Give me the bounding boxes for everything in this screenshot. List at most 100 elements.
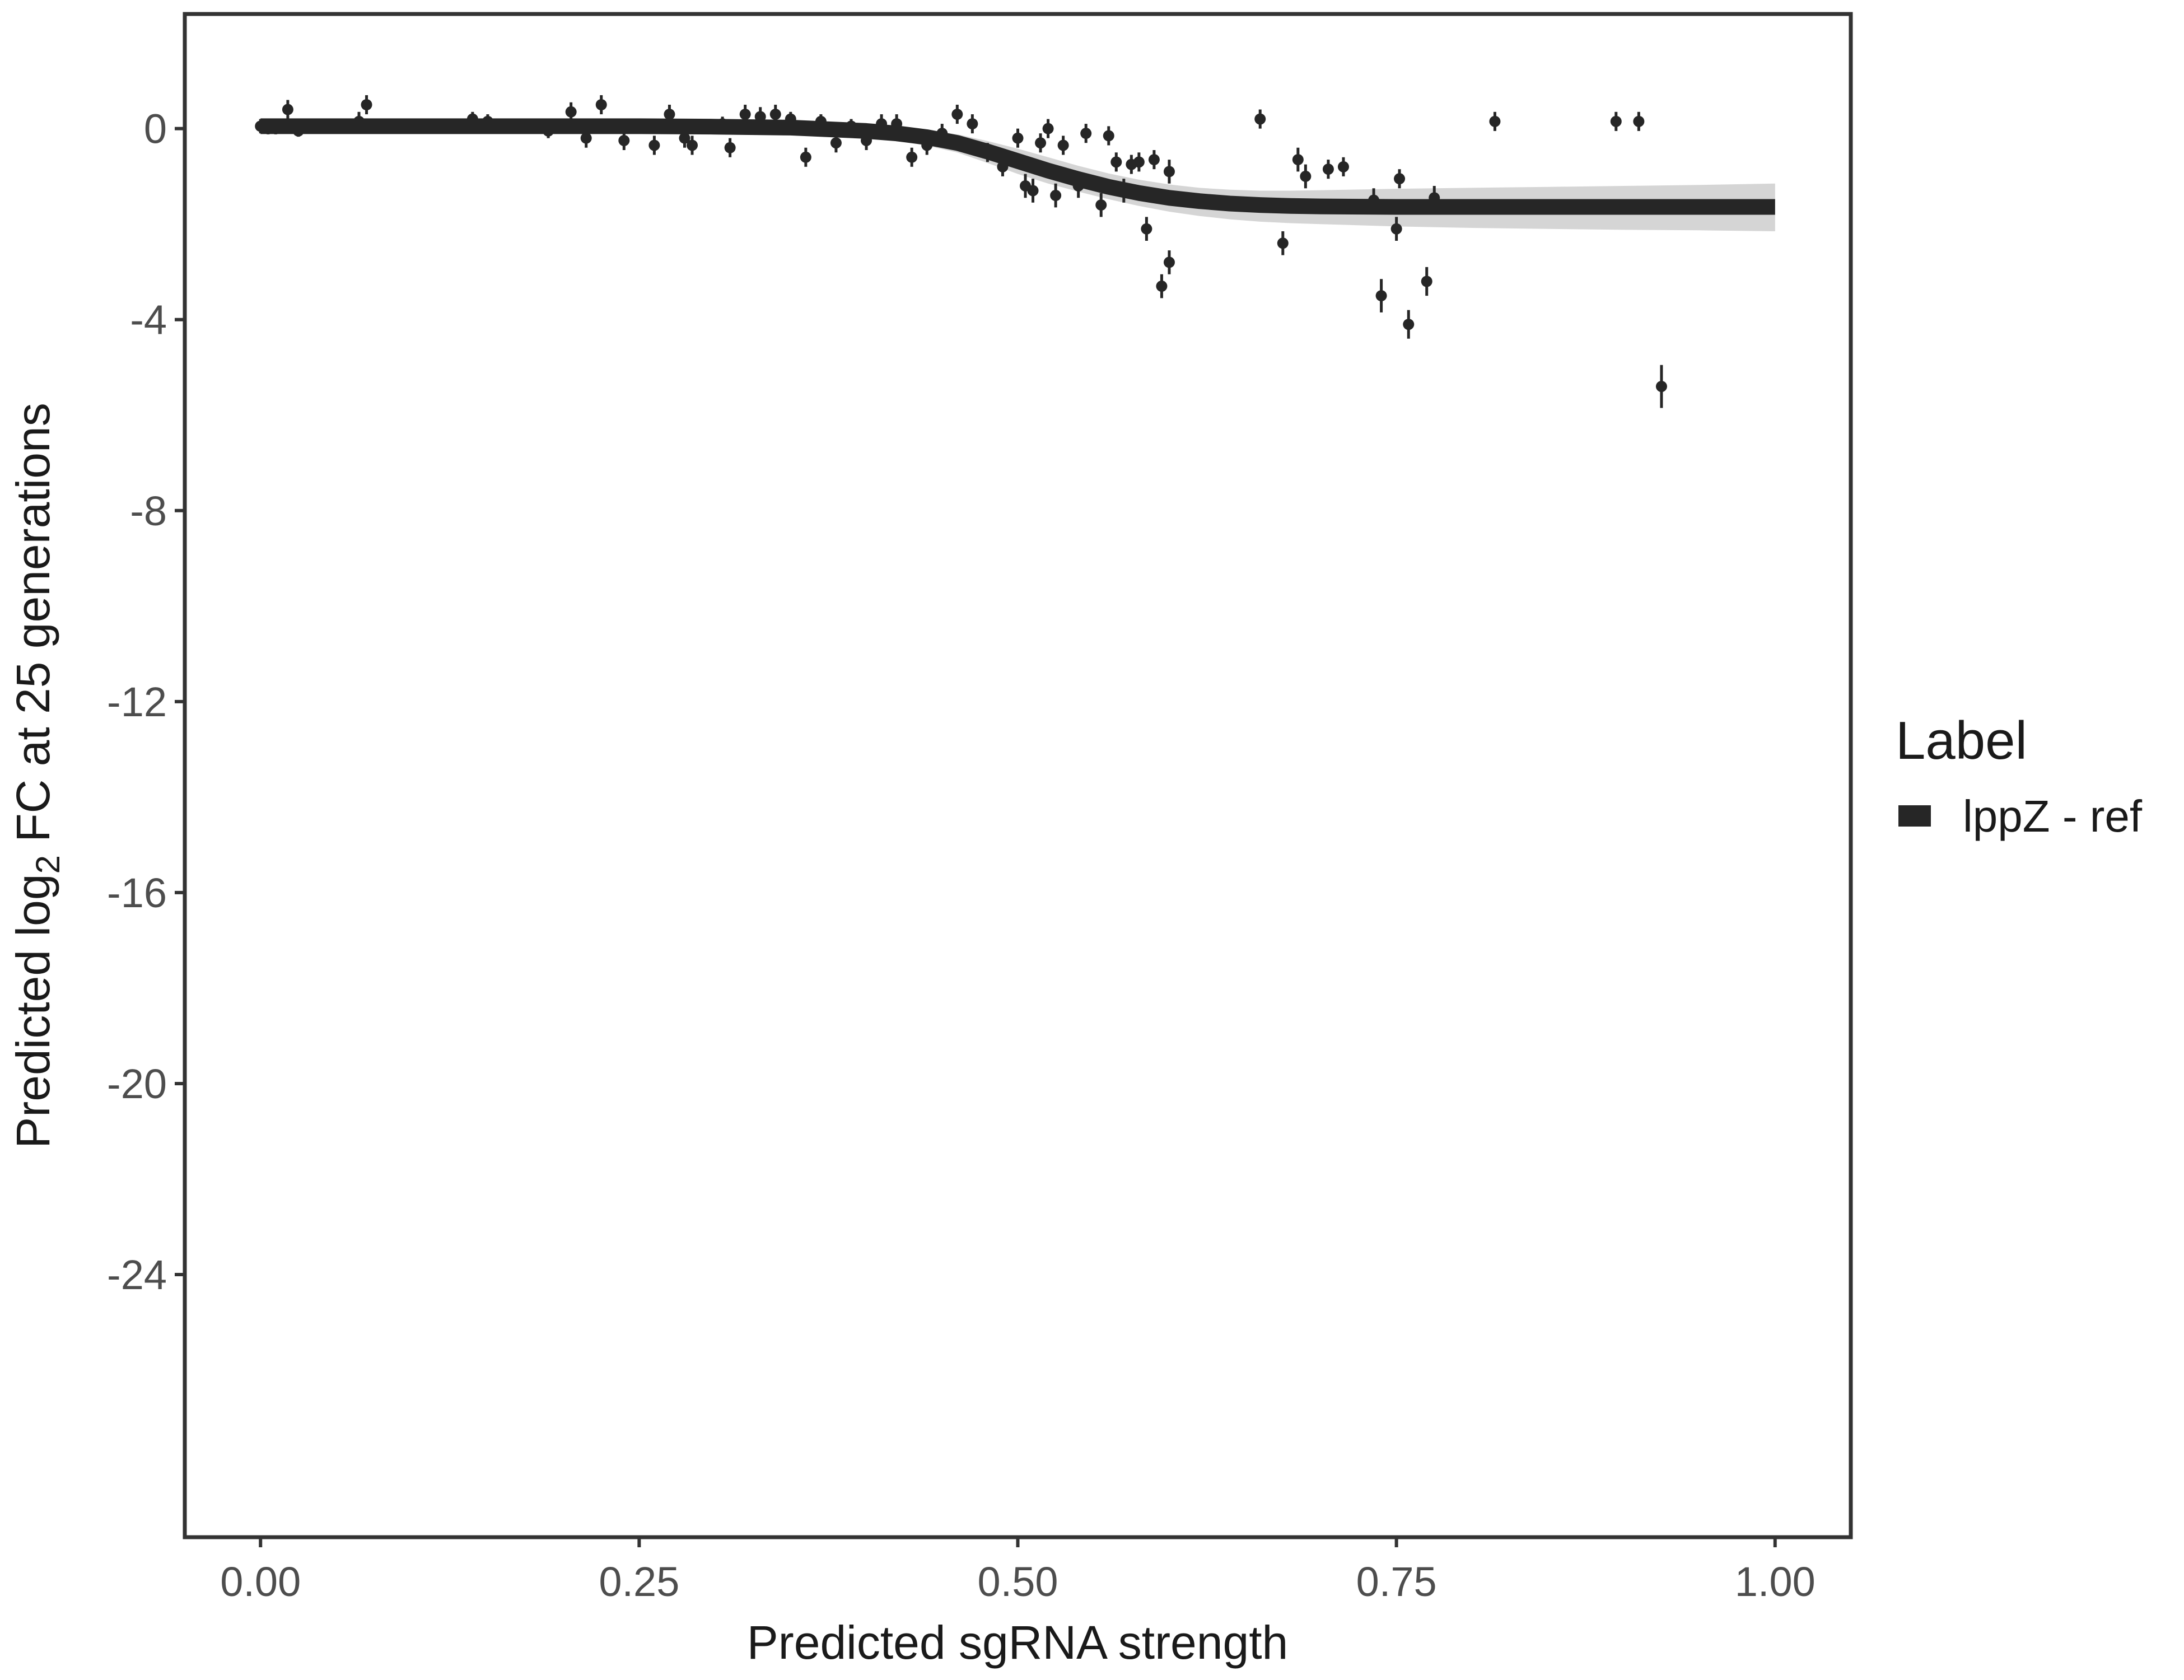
data-point: [466, 111, 478, 127]
data-point: [921, 136, 933, 155]
plot-panel: [183, 12, 1853, 1539]
data-point: [1156, 274, 1168, 298]
data-point: [1292, 147, 1304, 172]
data-point: [1080, 124, 1092, 143]
x-axis: 0.00 0.25 0.50 0.75 1.00: [220, 1537, 1816, 1605]
point-marker: [1277, 237, 1289, 249]
point-marker: [754, 111, 766, 123]
point-marker: [1394, 173, 1406, 185]
point-marker: [361, 99, 372, 111]
point-marker: [618, 134, 630, 146]
data-point: [1300, 164, 1312, 189]
point-marker: [1027, 185, 1039, 197]
x-tick-label: 0.75: [1356, 1558, 1437, 1605]
data-point: [1103, 126, 1114, 146]
data-point: [1337, 157, 1349, 176]
point-marker: [982, 147, 993, 158]
point-marker: [1163, 256, 1175, 268]
data-point: [717, 116, 729, 131]
y-axis-title-prefix: Predicted: [7, 937, 59, 1149]
point-marker: [951, 109, 963, 120]
point-marker: [1148, 154, 1160, 166]
data-point: [1057, 136, 1069, 155]
y-tick-label: -16: [107, 870, 167, 916]
x-tick-label: 1.00: [1735, 1558, 1816, 1605]
data-point: [361, 95, 372, 115]
point-marker: [376, 120, 388, 132]
data-point: [353, 111, 365, 131]
data-point: [815, 114, 827, 129]
data-point: [1027, 179, 1039, 203]
data-point: [580, 128, 592, 148]
point-marker: [891, 118, 903, 130]
point-marker: [1103, 130, 1114, 142]
point-marker: [466, 113, 478, 125]
point-marker: [406, 120, 418, 132]
point-marker: [1110, 156, 1122, 168]
data-point: [1277, 231, 1289, 255]
fit-curve-line: [260, 118, 1775, 215]
data-point: [1042, 119, 1054, 138]
data-point: [1633, 111, 1645, 131]
point-marker: [921, 139, 933, 151]
y-axis-title-log-subscript: 2: [29, 855, 67, 874]
y-tick-label: -8: [130, 488, 167, 534]
point-marker: [1080, 128, 1092, 139]
data-point: [648, 136, 660, 155]
data-point: [951, 105, 963, 124]
data-point: [1421, 267, 1432, 296]
point-marker: [1118, 185, 1130, 197]
data-point: [906, 147, 918, 167]
data-point: [1148, 150, 1160, 170]
legend: Label lppZ - ref: [1896, 711, 2143, 841]
data-point: [846, 119, 857, 134]
point-marker: [1390, 223, 1402, 235]
point-marker: [664, 109, 675, 120]
data-points: [255, 95, 1667, 408]
point-marker: [769, 109, 781, 120]
point-marker: [1489, 115, 1501, 127]
data-point: [1163, 160, 1175, 184]
point-marker: [543, 125, 554, 137]
point-marker: [1012, 132, 1024, 144]
point-marker: [1095, 199, 1107, 211]
point-marker: [739, 109, 751, 120]
data-point: [1095, 193, 1107, 217]
data-point: [687, 136, 698, 155]
data-point: [1012, 128, 1024, 148]
data-point: [1368, 188, 1380, 212]
point-marker: [1035, 137, 1047, 149]
point-marker: [1156, 281, 1168, 292]
data-point: [543, 124, 554, 138]
data-point: [876, 114, 888, 134]
data-point: [1141, 217, 1152, 241]
data-point: [800, 147, 811, 167]
data-point: [891, 114, 903, 134]
point-marker: [1368, 194, 1380, 206]
data-point: [724, 138, 736, 157]
data-point: [1118, 179, 1130, 203]
data-point: [406, 119, 418, 134]
point-marker: [800, 151, 811, 163]
point-marker: [1421, 276, 1432, 287]
data-point: [315, 120, 327, 132]
point-marker: [565, 106, 577, 118]
point-marker: [846, 120, 857, 132]
point-marker: [906, 151, 918, 163]
data-point: [830, 133, 842, 153]
data-point: [292, 125, 304, 137]
data-point: [967, 114, 978, 134]
data-point: [1110, 152, 1122, 172]
data-point: [1072, 174, 1084, 198]
data-point: [785, 111, 796, 127]
point-marker: [1655, 381, 1667, 393]
point-marker: [679, 132, 690, 144]
data-point: [1133, 152, 1145, 172]
point-marker: [1610, 115, 1622, 127]
x-tick-label: 0.50: [977, 1558, 1058, 1605]
point-marker: [876, 118, 888, 130]
point-marker: [282, 104, 293, 115]
point-marker: [1300, 170, 1312, 182]
data-point: [565, 102, 577, 122]
